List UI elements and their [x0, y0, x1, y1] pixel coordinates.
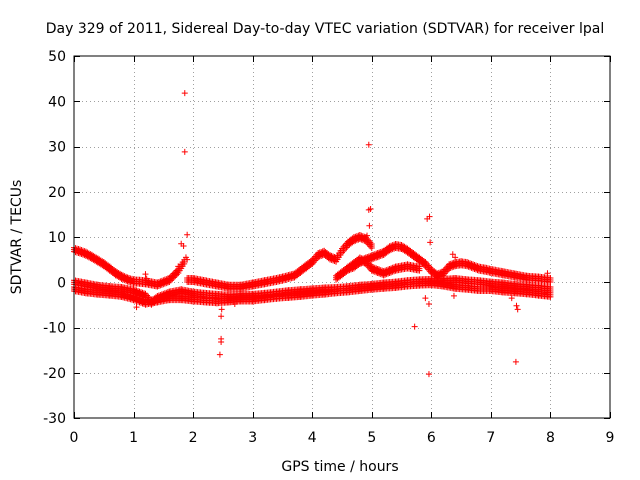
x-tick-label: 4: [308, 430, 317, 446]
y-axis-label: SDTVAR / TECUs: [9, 180, 25, 295]
x-tick-label: 6: [427, 430, 436, 446]
data-points: [71, 90, 554, 378]
x-tick-label: 5: [367, 430, 376, 446]
data-point: [411, 323, 418, 330]
band-point: [155, 282, 162, 289]
chart-title: Day 329 of 2011, Sidereal Day-to-day VTE…: [46, 21, 604, 37]
band-point: [181, 260, 188, 267]
data-point: [184, 231, 191, 238]
band-point: [139, 300, 146, 307]
y-tick-label: -20: [43, 366, 66, 382]
data-point: [424, 215, 431, 222]
y-tick-label: 50: [48, 49, 66, 65]
x-tick-label: 8: [546, 430, 555, 446]
band-point: [163, 280, 170, 287]
data-point: [218, 306, 225, 313]
y-tick-label: 30: [48, 140, 66, 156]
x-tick-label: 7: [486, 430, 495, 446]
y-tick-label: 20: [48, 185, 66, 201]
x-tick-label: 1: [129, 430, 138, 446]
data-point: [180, 243, 187, 250]
data-point: [142, 271, 149, 278]
data-point: [216, 351, 223, 358]
data-point: [512, 358, 519, 365]
band-point: [160, 281, 167, 288]
band-point: [157, 282, 164, 289]
axis-ticks: 0 1 2 3 4 5 6 7 8 9 -30 -20 -10 0 10 20 30 40 50: [43, 49, 614, 446]
x-axis-label: GPS time / hours: [281, 459, 398, 475]
data-point: [449, 251, 456, 258]
data-point: [425, 371, 432, 378]
data-point: [181, 90, 188, 97]
data-point: [365, 141, 372, 148]
data-point: [218, 313, 225, 320]
data-point: [367, 205, 374, 212]
x-tick-label: 0: [70, 430, 79, 446]
band-point: [154, 283, 161, 290]
data-point: [422, 295, 429, 302]
y-tick-label: -10: [43, 321, 66, 337]
data-point: [513, 302, 520, 309]
data-point: [427, 239, 434, 246]
x-tick-label: 2: [189, 430, 198, 446]
y-tick-label: 10: [48, 230, 66, 246]
data-point: [450, 292, 457, 299]
x-tick-label: 9: [606, 430, 615, 446]
data-point: [514, 306, 521, 313]
data-point: [366, 222, 373, 229]
data-point: [508, 295, 515, 302]
y-tick-label: -30: [43, 411, 66, 427]
y-tick-label: 0: [57, 275, 66, 291]
data-point: [425, 300, 432, 307]
band-point: [161, 280, 168, 287]
y-tick-label: 40: [48, 94, 66, 110]
data-point: [218, 338, 225, 345]
band-point: [158, 281, 165, 288]
data-point: [181, 148, 188, 155]
x-tick-label: 3: [248, 430, 257, 446]
data-point: [133, 304, 140, 311]
grid: [74, 56, 610, 418]
